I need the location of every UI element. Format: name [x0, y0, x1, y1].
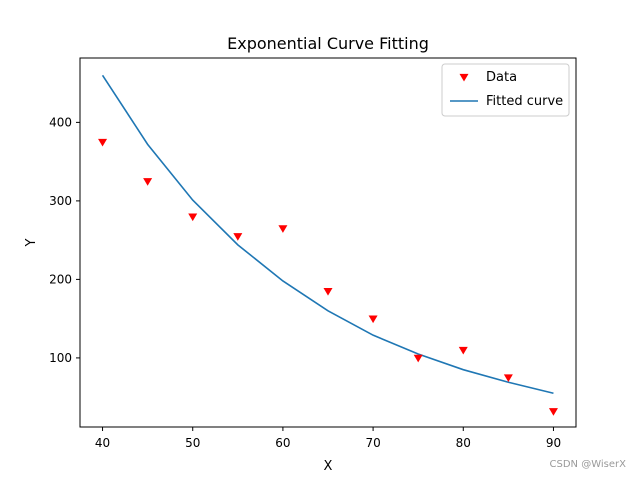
data-point: [413, 354, 423, 363]
y-tick-label: 300: [49, 194, 72, 208]
data-series: [98, 138, 558, 416]
legend-label: Data: [486, 70, 517, 85]
fitted-curve-series: [101, 74, 554, 395]
y-axis-label: Y: [24, 238, 39, 247]
x-tick-label: 70: [365, 436, 380, 450]
fitted-curve-line: [101, 74, 554, 395]
x-tick-label: 50: [185, 436, 200, 450]
watermark: CSDN @WiserX: [549, 459, 626, 470]
data-point: [323, 288, 333, 296]
data-point: [233, 233, 243, 241]
plot-area-frame: [79, 57, 577, 428]
legend-marker-swatch: [459, 73, 469, 82]
y-tick-label: 200: [49, 272, 72, 286]
legend: Data Fitted curve: [441, 63, 570, 117]
y-axis: 100 200 300 400: [49, 115, 80, 365]
x-tick-label: 80: [456, 436, 471, 450]
data-point: [143, 178, 153, 186]
y-tick-label: 100: [49, 351, 72, 365]
x-tick-label: 60: [275, 436, 290, 450]
x-tick-label: 90: [546, 436, 561, 450]
data-point: [98, 138, 108, 147]
data-point: [278, 225, 288, 233]
legend-box: [441, 63, 570, 117]
legend-label: Fitted curve: [486, 94, 563, 109]
data-point: [548, 408, 558, 416]
data-point: [503, 374, 513, 383]
x-tick-label: 40: [95, 436, 110, 450]
y-tick-label: 400: [49, 115, 72, 129]
chart-title: Exponential Curve Fitting: [227, 34, 429, 53]
data-point: [188, 213, 198, 222]
x-axis-label: X: [324, 459, 333, 474]
data-point: [458, 346, 468, 355]
data-point: [368, 315, 378, 324]
x-axis: 40 50 60 70 80 90: [95, 427, 561, 450]
